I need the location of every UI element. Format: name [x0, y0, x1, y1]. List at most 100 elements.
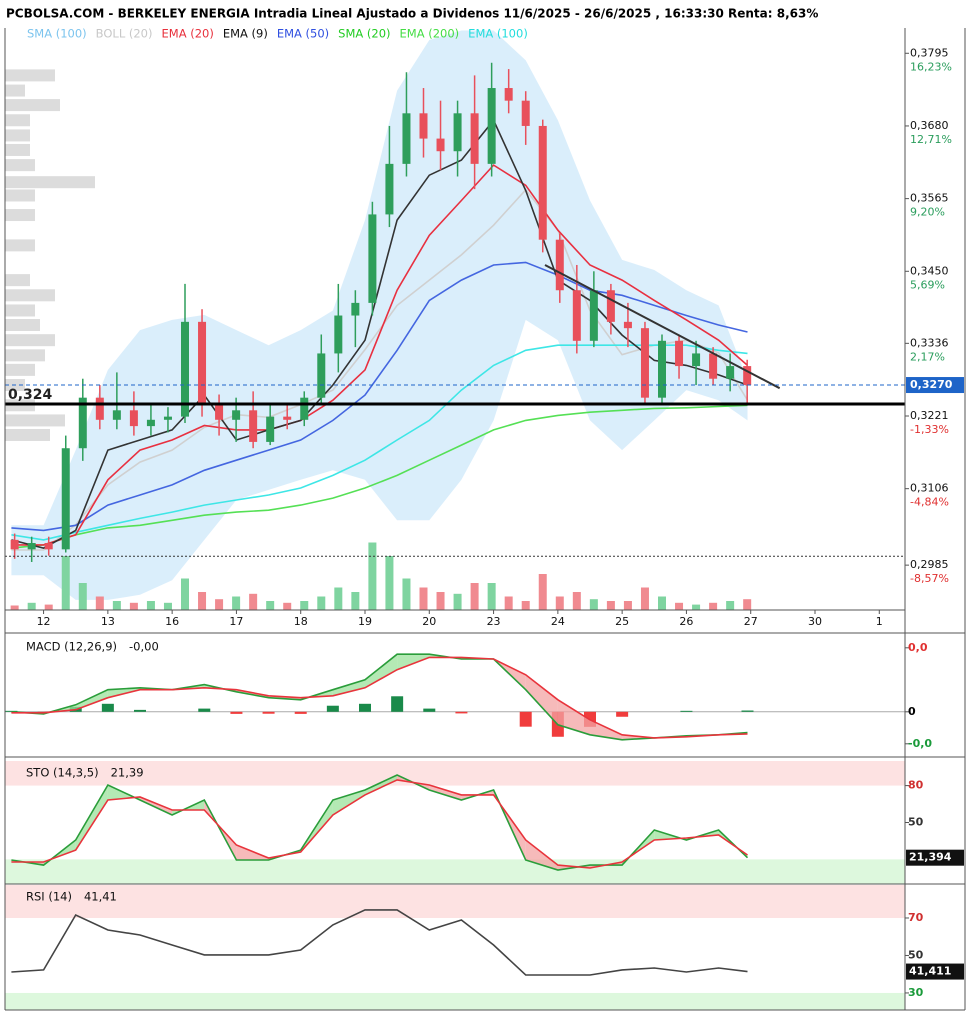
- candle-body: [504, 88, 513, 101]
- volume-bar: [402, 578, 411, 610]
- candle-body: [453, 113, 462, 152]
- volume-bar: [334, 587, 343, 610]
- volume-bar: [181, 578, 189, 610]
- y-tick-label: 0,3565: [910, 192, 949, 205]
- volume-profile-bar: [5, 189, 35, 202]
- candle-body: [538, 125, 547, 240]
- last-price-box: [906, 377, 964, 394]
- y-tick-label: -0,0: [908, 737, 932, 750]
- candle-body: [743, 366, 752, 386]
- volume-bar: [283, 602, 292, 610]
- level-label: 0,324: [8, 387, 53, 403]
- candle-body: [198, 321, 207, 404]
- y-tick-label: 0,3795: [910, 46, 949, 59]
- volume-profile-bar: [5, 176, 95, 189]
- histogram-bar: [262, 711, 275, 714]
- volume-bar: [589, 599, 598, 610]
- x-tick-label: 18: [294, 615, 308, 628]
- panel-title: STO (14,3,5): [26, 766, 99, 780]
- volume-bar: [504, 596, 513, 610]
- candle-body: [368, 214, 377, 303]
- volume-bar: [249, 593, 258, 610]
- y-tick-label: 0,3336: [910, 336, 949, 349]
- histogram-bar: [230, 711, 243, 714]
- value-box-label: 21,394: [909, 851, 952, 864]
- y-tick-label: 0,3106: [910, 482, 949, 495]
- candle-body: [606, 290, 615, 322]
- volume-bar: [572, 592, 581, 610]
- x-tick-label: 24: [551, 615, 565, 628]
- volume-bar: [419, 587, 428, 610]
- volume-profile-bar: [5, 143, 30, 156]
- candle-body: [232, 410, 241, 420]
- volume-bar: [95, 596, 104, 610]
- bollinger-band: [11, 30, 748, 600]
- fill-between: [332, 790, 365, 815]
- candle-body: [487, 88, 496, 164]
- volume-bar: [606, 601, 615, 610]
- legend-entry: SMA (20): [338, 27, 390, 41]
- x-tick-label: 12: [37, 615, 51, 628]
- volume-profile-bar: [5, 349, 45, 362]
- histogram-bar: [423, 708, 436, 712]
- zone: [5, 859, 905, 884]
- last-price-label: 0,3270: [910, 378, 953, 391]
- zone: [5, 885, 905, 918]
- candle-body: [555, 239, 564, 291]
- candle-body: [385, 163, 394, 215]
- candle-body: [658, 340, 666, 398]
- histogram-bar: [198, 708, 211, 712]
- y-tick-label: 0,3450: [910, 264, 949, 277]
- y-tick-label: 70: [908, 911, 924, 924]
- candle-body: [163, 416, 172, 420]
- indicator-line: [11, 653, 748, 741]
- legend-entry: EMA (100): [468, 27, 528, 41]
- volume-profile-bar: [5, 428, 50, 441]
- fill-between: [365, 775, 398, 795]
- fill-between: [332, 679, 365, 696]
- panel-title: MACD (12,26,9): [26, 640, 117, 654]
- histogram-bar: [5, 710, 18, 712]
- histogram-bar: [294, 711, 307, 714]
- y-tick-label: 0,2985: [910, 558, 949, 571]
- indicator-line: [11, 909, 748, 976]
- volume-bar: [538, 574, 547, 610]
- histogram-bar: [134, 709, 146, 712]
- y-tick-label: 50: [908, 948, 924, 961]
- volume-profile-bar: [5, 99, 60, 112]
- volume-bar: [129, 602, 138, 610]
- panel-current-value: -0,00: [129, 640, 159, 654]
- candle-body: [283, 416, 292, 420]
- histogram-bar: [326, 705, 339, 712]
- histogram-bar: [359, 703, 371, 712]
- volume-profile-bar: [5, 129, 30, 142]
- fill-between: [525, 840, 558, 870]
- volume-bar: [743, 599, 752, 610]
- x-tick-label: 23: [487, 615, 501, 628]
- candle-body: [95, 397, 104, 420]
- y-tick-percent: 12,71%: [910, 133, 952, 146]
- volume-profile-bar: [5, 289, 55, 302]
- volume-bar: [470, 583, 479, 610]
- y-tick-label: 0,3680: [910, 119, 949, 132]
- volume-bar: [27, 602, 36, 610]
- volume-bar: [163, 602, 172, 610]
- histogram-bar: [616, 711, 629, 717]
- legend-entry: SMA (100): [27, 27, 87, 41]
- candle-body: [572, 290, 581, 341]
- value-box: [906, 849, 964, 866]
- y-tick-percent: -4,84%: [910, 496, 949, 509]
- candle-body: [61, 448, 70, 550]
- volume-bar: [487, 583, 496, 610]
- volume-profile-bar: [5, 159, 35, 172]
- candle-body: [10, 539, 19, 550]
- volume-bar: [78, 583, 87, 610]
- y-tick-percent: 2,17%: [910, 350, 945, 363]
- y-tick-label: 50: [908, 816, 924, 829]
- y-tick-label: 0: [908, 705, 916, 718]
- volume-profile-bar: [5, 319, 40, 332]
- fill-between: [590, 719, 623, 740]
- legend-entry: EMA (20): [162, 27, 214, 41]
- candle-body: [692, 353, 701, 367]
- candle-body: [317, 353, 326, 398]
